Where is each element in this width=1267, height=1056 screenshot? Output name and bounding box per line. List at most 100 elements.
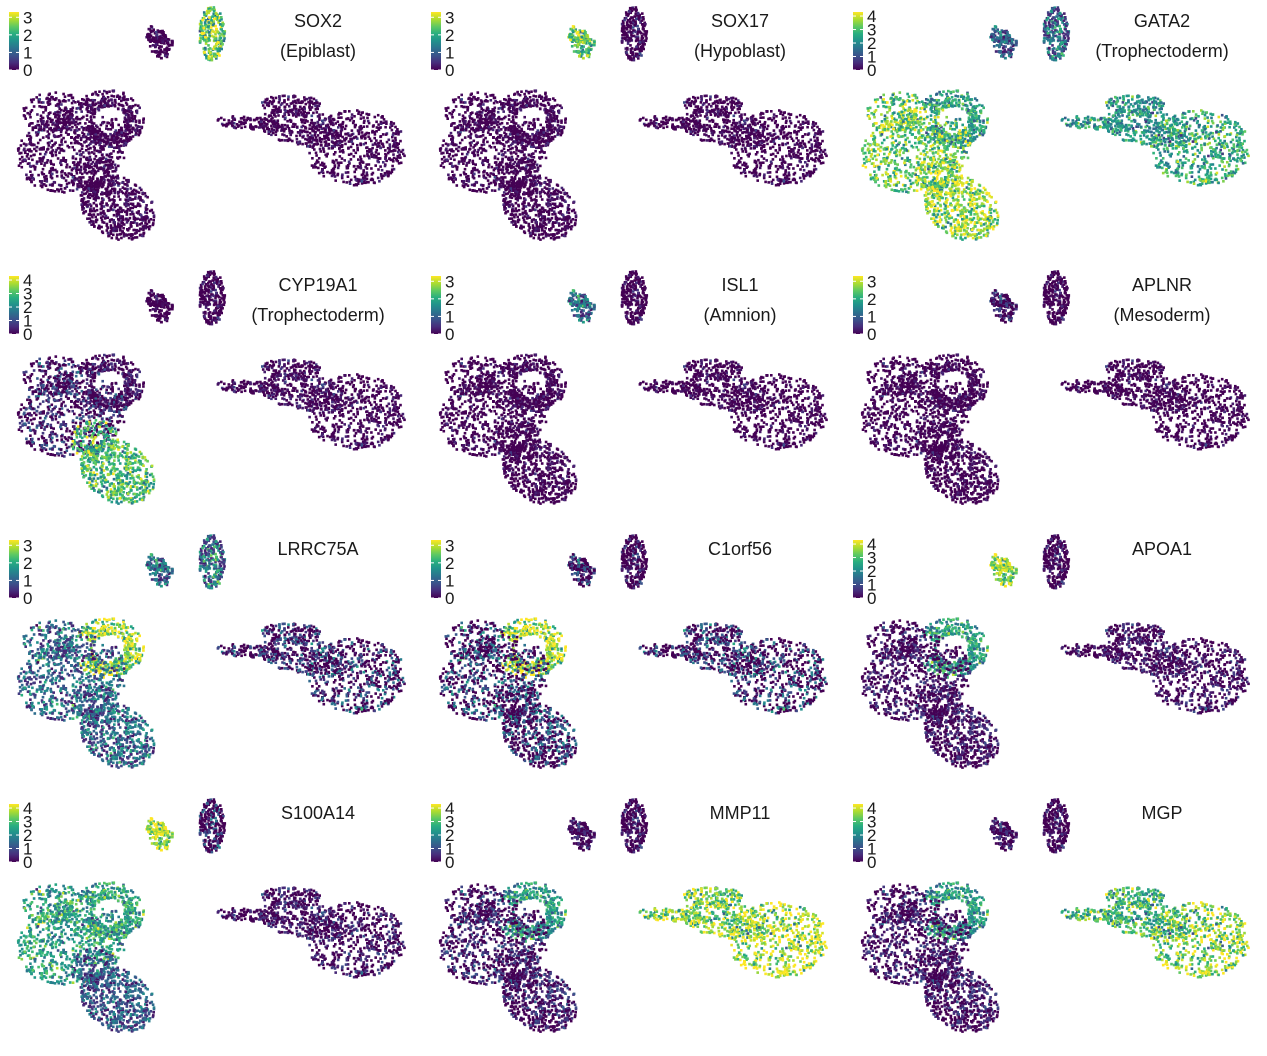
cell-point <box>211 8 214 11</box>
cell-point <box>485 172 489 175</box>
cell-point <box>528 167 532 171</box>
colorbar-tick-label: 0 <box>23 61 32 80</box>
cell-point <box>532 138 536 142</box>
cell-point <box>240 122 243 126</box>
cell-point <box>159 56 163 60</box>
cell-point <box>99 102 103 105</box>
cell-point <box>449 131 453 135</box>
cell-point <box>46 188 50 192</box>
cell-point <box>471 175 475 179</box>
cell-point <box>125 136 128 140</box>
cell-point <box>513 215 516 219</box>
cell-point <box>110 204 113 208</box>
cell-point <box>54 141 57 144</box>
cell-point <box>245 118 249 122</box>
colorbar <box>9 12 19 70</box>
cell-point <box>138 223 142 226</box>
cell-point <box>131 104 135 108</box>
cell-point <box>90 132 93 136</box>
cell-point <box>33 168 37 171</box>
cell-point <box>137 133 141 137</box>
cell-point <box>328 127 332 131</box>
cell-point <box>472 146 475 149</box>
cell-point <box>522 130 526 134</box>
cell-point <box>166 52 169 56</box>
cell-point <box>87 143 91 147</box>
cell-point <box>127 107 130 111</box>
cell-point <box>531 206 534 209</box>
cell-point <box>356 148 359 152</box>
cell-point <box>310 127 314 131</box>
cell-point <box>73 136 77 140</box>
cell-point <box>326 133 330 137</box>
cell-point <box>207 55 210 58</box>
cell-point <box>534 149 537 153</box>
cell-point <box>124 198 127 201</box>
cell-point <box>528 226 532 230</box>
cell-point <box>262 126 265 130</box>
cell-point <box>558 204 561 207</box>
cell-point <box>115 237 118 240</box>
cell-point <box>129 233 133 236</box>
cell-point <box>511 99 514 102</box>
cell-point <box>313 164 316 167</box>
cell-point <box>535 104 539 108</box>
cell-point <box>517 149 521 153</box>
cell-point <box>556 205 560 209</box>
cell-point <box>103 174 106 178</box>
cell-point <box>118 223 121 227</box>
cell-point <box>390 158 393 162</box>
cell-point <box>56 147 60 150</box>
cell-point <box>360 173 364 177</box>
cell-point <box>214 24 217 28</box>
cell-point <box>68 127 71 130</box>
cell-point <box>102 100 106 103</box>
cell-point <box>149 29 152 32</box>
cell-point <box>482 103 485 106</box>
cell-point <box>327 142 330 146</box>
cell-point <box>330 140 334 143</box>
cell-point <box>102 198 105 201</box>
cell-point <box>49 120 53 124</box>
cell-point <box>79 107 82 111</box>
cell-point <box>59 187 63 191</box>
cell-point <box>140 125 144 129</box>
cell-point <box>208 9 212 13</box>
cell-point <box>510 213 514 217</box>
cell-point <box>533 170 536 173</box>
cell-point <box>441 144 445 147</box>
cell-point <box>273 108 277 112</box>
cell-point <box>304 102 308 106</box>
cell-point <box>482 140 485 143</box>
cell-point <box>450 124 453 127</box>
cell-point <box>392 132 395 135</box>
cell-point <box>392 160 395 163</box>
cell-point <box>72 119 76 123</box>
cell-point <box>81 199 85 203</box>
cell-point <box>540 188 544 191</box>
cell-point <box>155 49 158 53</box>
cell-point <box>201 25 204 28</box>
cell-point <box>353 170 356 174</box>
cell-point <box>126 184 129 187</box>
cell-point <box>546 141 550 145</box>
cell-point <box>538 143 541 146</box>
cell-point <box>110 94 113 98</box>
cell-point <box>67 119 70 123</box>
cell-point <box>499 100 502 103</box>
cell-point <box>532 118 536 121</box>
cell-point <box>162 31 165 34</box>
cell-point <box>118 198 122 201</box>
cell-point <box>80 102 83 105</box>
cell-point <box>338 155 342 158</box>
cell-point <box>498 134 502 138</box>
cell-point <box>455 168 459 171</box>
cell-point <box>43 124 46 127</box>
cell-point <box>502 125 506 129</box>
cell-point <box>339 124 343 127</box>
cell-point <box>521 146 524 150</box>
cell-point <box>507 126 511 129</box>
cell-point <box>29 122 33 125</box>
cell-point <box>91 175 95 179</box>
cell-point <box>316 134 320 137</box>
